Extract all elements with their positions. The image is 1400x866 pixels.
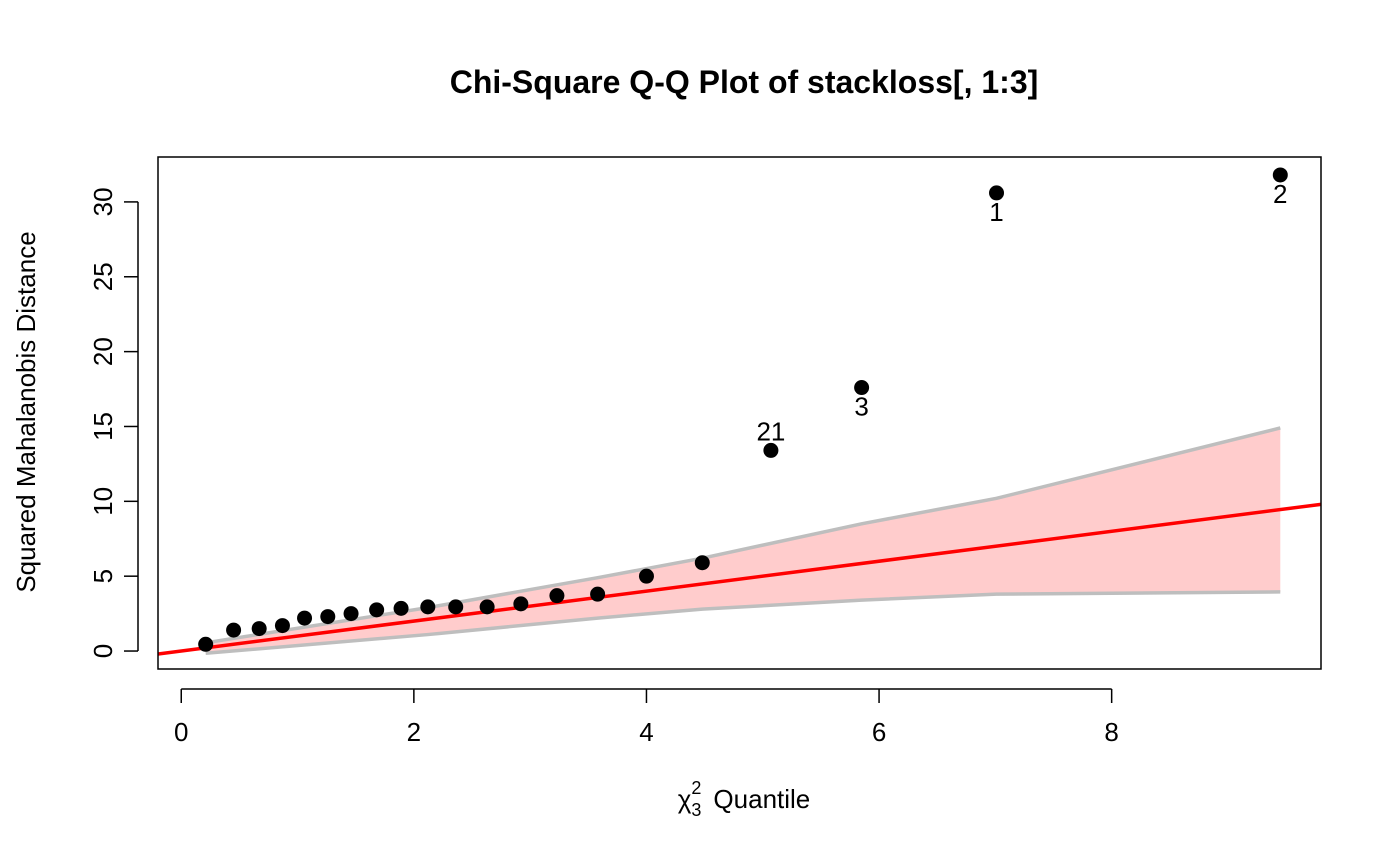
y-tick-label: 0 <box>88 644 118 658</box>
envelope-lower-line <box>205 590 1281 656</box>
data-point <box>549 588 565 604</box>
y-tick-label: 20 <box>88 337 118 366</box>
data-point <box>989 185 1005 201</box>
x-axis-label-subscript: 3 <box>691 800 701 820</box>
plot-frame <box>157 156 1322 670</box>
data-point <box>251 621 267 637</box>
data-point <box>297 610 313 626</box>
point-labels: 21 3 1 2 <box>756 179 1287 446</box>
data-point <box>694 555 710 571</box>
data-point <box>274 618 290 634</box>
data-point <box>513 596 529 612</box>
y-axis-label: Squared Mahalanobis Distance <box>11 231 41 592</box>
x-tick-label: 8 <box>1104 717 1118 747</box>
data-points <box>198 167 1288 652</box>
data-point <box>854 380 870 396</box>
data-point <box>393 600 409 616</box>
reference-line-group <box>158 502 1321 656</box>
data-point <box>420 599 436 615</box>
y-tick-label: 5 <box>88 569 118 583</box>
envelope-fill <box>205 427 1281 654</box>
point-label: 21 <box>756 416 785 446</box>
x-axis: 0 2 4 6 8 <box>174 688 1119 747</box>
data-point <box>343 606 359 622</box>
reference-line <box>158 502 1321 656</box>
x-axis-label-symbol: χ <box>678 784 692 814</box>
data-point <box>1272 167 1288 183</box>
x-axis-label-text: Quantile <box>713 784 810 814</box>
data-point <box>590 586 606 602</box>
confidence-envelope <box>205 426 1281 656</box>
data-point <box>479 599 495 615</box>
x-tick-label: 6 <box>872 717 886 747</box>
point-label: 2 <box>1273 179 1287 209</box>
x-tick-label: 2 <box>407 717 421 747</box>
data-point <box>763 442 779 458</box>
y-tick-label: 10 <box>88 487 118 516</box>
x-axis-label-superscript: 2 <box>691 778 701 798</box>
chart-title: Chi-Square Q-Q Plot of stackloss[, 1:3] <box>450 64 1039 100</box>
point-label: 3 <box>854 392 868 422</box>
data-point <box>198 636 214 652</box>
x-axis-label: χ2 3 Quantile <box>678 778 811 820</box>
y-tick-label: 15 <box>88 412 118 441</box>
y-axis: 0 5 10 15 20 25 30 <box>88 187 139 658</box>
data-point <box>638 568 654 584</box>
point-label: 1 <box>989 197 1003 227</box>
x-tick-label: 4 <box>639 717 653 747</box>
y-tick-label: 30 <box>88 187 118 216</box>
x-tick-label: 0 <box>174 717 188 747</box>
data-point <box>448 599 464 615</box>
y-tick-label: 25 <box>88 262 118 291</box>
data-point <box>369 602 385 618</box>
data-point <box>320 609 336 625</box>
data-point <box>226 622 242 638</box>
